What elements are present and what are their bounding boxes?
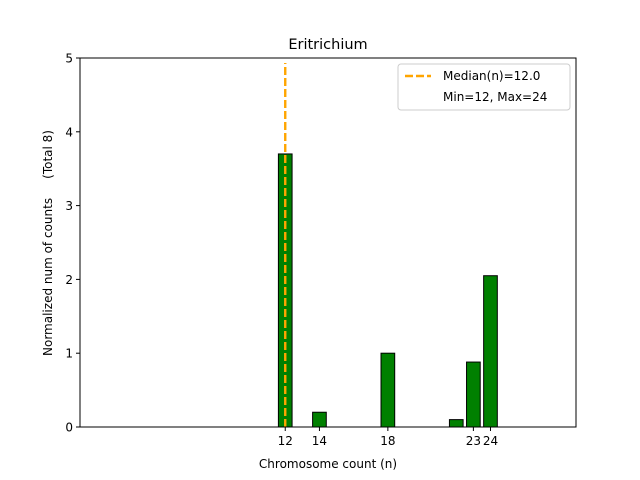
legend-entry-minmax: Min=12, Max=24 [443, 90, 547, 104]
legend: Median(n)=12.0 Min=12, Max=24 [397, 63, 571, 111]
x-axis-ticks: 12 14 18 23 24 [278, 427, 498, 448]
y-tick-label-3: 3 [65, 199, 73, 213]
y-tick-label-5: 5 [65, 52, 73, 66]
bar-24 [483, 275, 498, 428]
x-tick-label-24: 24 [483, 434, 498, 448]
bar-23 [466, 361, 481, 428]
bars-layer [277, 153, 498, 428]
y-axis-ticks: 0 1 2 3 4 5 [65, 52, 80, 435]
bar-14 [312, 411, 327, 428]
x-tick-label-12: 12 [278, 434, 293, 448]
y-tick-label-1: 1 [65, 347, 73, 361]
bar-22-small [448, 419, 464, 428]
x-tick-label-23: 23 [466, 434, 481, 448]
x-tick-label-18: 18 [380, 434, 395, 448]
x-tick-label-14: 14 [312, 434, 327, 448]
y-tick-label-0: 0 [65, 421, 73, 435]
bar-18 [380, 352, 396, 428]
plot-frame [79, 57, 577, 428]
x-axis-title: Chromosome count (n) [259, 457, 397, 471]
legend-frame [397, 63, 571, 111]
y-tick-label-4: 4 [65, 125, 73, 139]
legend-entry-median: Median(n)=12.0 [443, 69, 540, 83]
y-axis-title: Normalized num of counts (Total 8) [41, 130, 55, 356]
chart-title: Eritrichium [288, 37, 367, 53]
y-tick-label-2: 2 [65, 273, 73, 287]
